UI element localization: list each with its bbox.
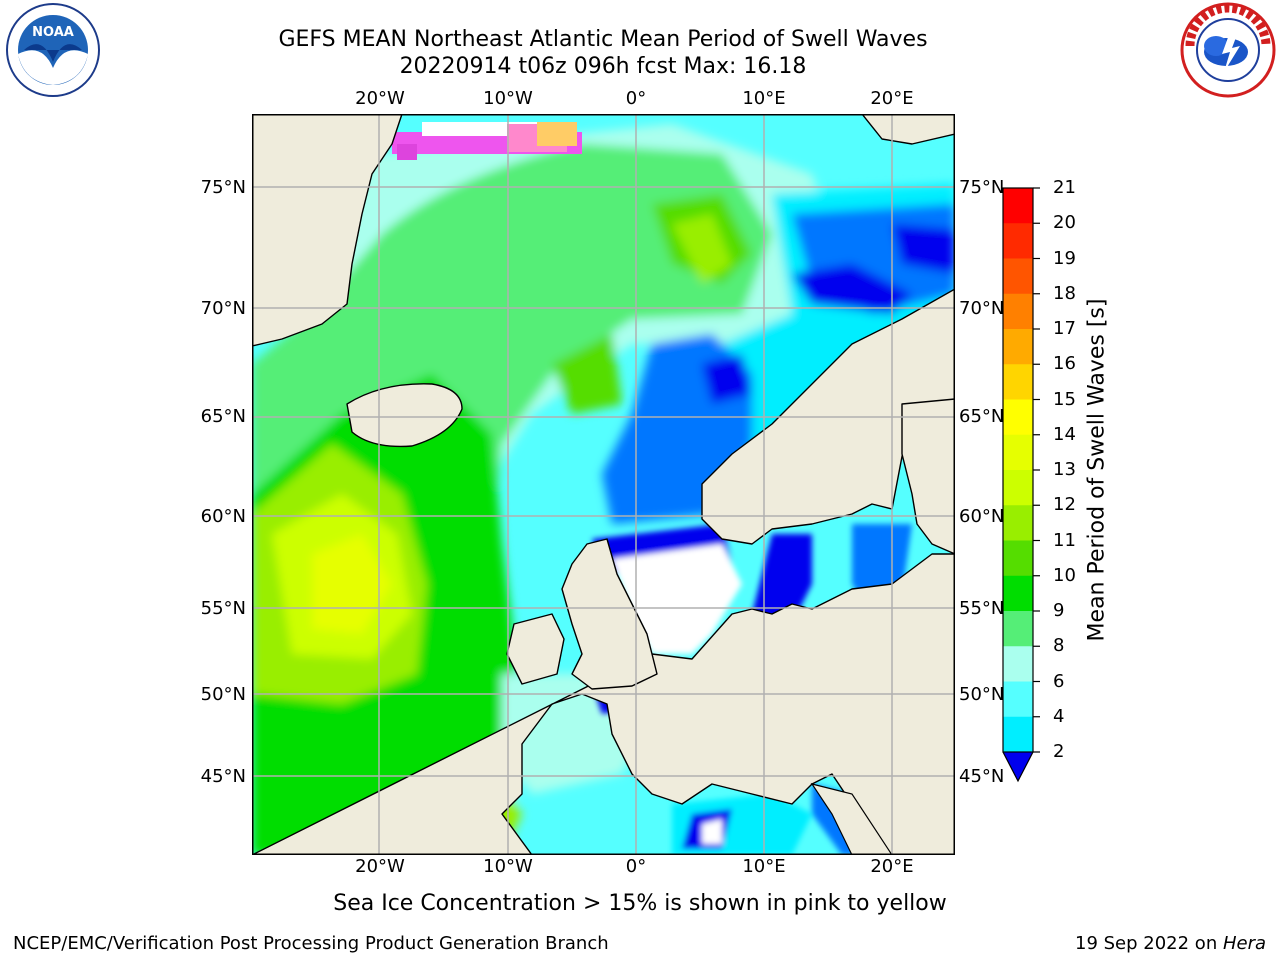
colorbar-band bbox=[1003, 681, 1033, 718]
noaa-logo: NOAA bbox=[6, 3, 100, 97]
lat-label-left-50: 50°N bbox=[200, 684, 246, 705]
lat-label-right-50: 50°N bbox=[959, 684, 1005, 705]
colorbar-tick-label: 18 bbox=[1053, 282, 1076, 304]
colorbar-band bbox=[1003, 329, 1033, 365]
colorbar-band bbox=[1003, 399, 1033, 436]
sea-ice-note: Sea Ice Concentration > 15% is shown in … bbox=[333, 891, 947, 916]
colorbar-tick-label: 12 bbox=[1053, 494, 1076, 516]
lat-label-left-75: 75°N bbox=[200, 177, 246, 198]
colorbar-tick-label: 16 bbox=[1053, 353, 1076, 375]
date-text: 19 Sep 2022 on bbox=[1075, 933, 1223, 954]
colorbar-tick-label: 14 bbox=[1053, 423, 1076, 445]
lon-label-bottom-20e: 20°E bbox=[870, 856, 914, 877]
svalbard bbox=[861, 114, 955, 145]
lon-label-bottom-20w: 20°W bbox=[355, 856, 405, 877]
colorbar-tick-label: 20 bbox=[1053, 212, 1076, 234]
colorbar-tick-label: 15 bbox=[1053, 388, 1076, 410]
iceland bbox=[346, 383, 463, 448]
colorbar-tick-label: 13 bbox=[1053, 459, 1076, 480]
lat-label-left-70: 70°N bbox=[200, 298, 246, 319]
italy bbox=[810, 783, 893, 855]
lat-label-left-45: 45°N bbox=[200, 766, 246, 787]
colorbar-tick-label: 19 bbox=[1053, 247, 1076, 269]
lat-label-right-60: 60°N bbox=[959, 506, 1005, 527]
lon-label-top-20w: 20°W bbox=[355, 88, 405, 109]
lat-label-right-65: 65°N bbox=[959, 406, 1005, 427]
colorbar-band bbox=[1003, 540, 1033, 577]
colorbar-band bbox=[1003, 223, 1033, 259]
lat-label-right-75: 75°N bbox=[959, 177, 1005, 198]
colorbar-band bbox=[1003, 434, 1033, 471]
colorbar-tick-label: 11 bbox=[1053, 529, 1076, 551]
colorbar-tick-label: 6 bbox=[1053, 670, 1065, 692]
colorbar-band bbox=[1003, 646, 1033, 682]
colorbar-band bbox=[1003, 470, 1033, 506]
great-britain bbox=[561, 538, 658, 690]
colorbar-band bbox=[1003, 716, 1033, 753]
lon-label-top-20e: 20°E bbox=[870, 88, 914, 109]
lat-label-right-45: 45°N bbox=[959, 766, 1005, 787]
greenland bbox=[252, 114, 403, 347]
colorbar-tick-label: 8 bbox=[1053, 635, 1065, 657]
colorbar-band bbox=[1003, 293, 1033, 330]
colorbar-label: Mean Period of Swell Waves [s] bbox=[1084, 298, 1110, 642]
lon-label-bottom-0: 0° bbox=[625, 856, 647, 877]
lon-label-bottom-10w: 10°W bbox=[483, 856, 533, 877]
colorbar-tick-label: 17 bbox=[1053, 318, 1076, 339]
colorbar-tick-label: 9 bbox=[1053, 600, 1065, 621]
map-subtitle: 20220914 t06z 096h fcst Max: 16.18 bbox=[399, 54, 807, 79]
colorbar-band bbox=[1003, 364, 1033, 400]
colorbar-band bbox=[1003, 505, 1033, 541]
credit-line: NCEP/EMC/Verification Post Processing Pr… bbox=[13, 933, 609, 954]
swell-period-map bbox=[252, 114, 955, 855]
svg-text:NOAA: NOAA bbox=[32, 25, 74, 40]
lon-label-top-10w: 10°W bbox=[483, 88, 533, 109]
colorbar-tick-label: 2 bbox=[1053, 741, 1065, 762]
lon-label-top-10e: 10°E bbox=[742, 88, 786, 109]
colorbar-underflow-arrow bbox=[1003, 752, 1033, 781]
colorbar-tick-label: 21 bbox=[1053, 177, 1076, 198]
colorbar bbox=[1002, 187, 1040, 783]
swell-period-field bbox=[252, 124, 955, 855]
lon-label-bottom-10e: 10°E bbox=[742, 856, 786, 877]
lat-label-right-70: 70°N bbox=[959, 298, 1005, 319]
lat-label-left-65: 65°N bbox=[200, 406, 246, 427]
lon-label-top-0: 0° bbox=[625, 88, 647, 109]
sea-ice-overlay bbox=[392, 122, 582, 160]
lat-label-right-55: 55°N bbox=[959, 598, 1005, 619]
colorbar-band bbox=[1003, 188, 1033, 224]
colorbar-band bbox=[1003, 258, 1033, 295]
colorbar-tick-label: 4 bbox=[1053, 705, 1065, 727]
colorbar-band bbox=[1003, 575, 1033, 612]
graticule bbox=[252, 114, 955, 855]
ireland bbox=[506, 613, 565, 685]
nws-logo bbox=[1180, 2, 1276, 98]
host-name: Hera bbox=[1222, 933, 1266, 954]
lat-label-left-55: 55°N bbox=[200, 598, 246, 619]
colorbar-tick-label: 10 bbox=[1053, 564, 1076, 586]
map-frame bbox=[252, 114, 955, 855]
lat-label-left-60: 60°N bbox=[200, 506, 246, 527]
date-stamp: 19 Sep 2022 on Hera bbox=[1075, 933, 1266, 954]
colorbar-band bbox=[1003, 611, 1033, 647]
map-title: GEFS MEAN Northeast Atlantic Mean Period… bbox=[278, 27, 928, 52]
